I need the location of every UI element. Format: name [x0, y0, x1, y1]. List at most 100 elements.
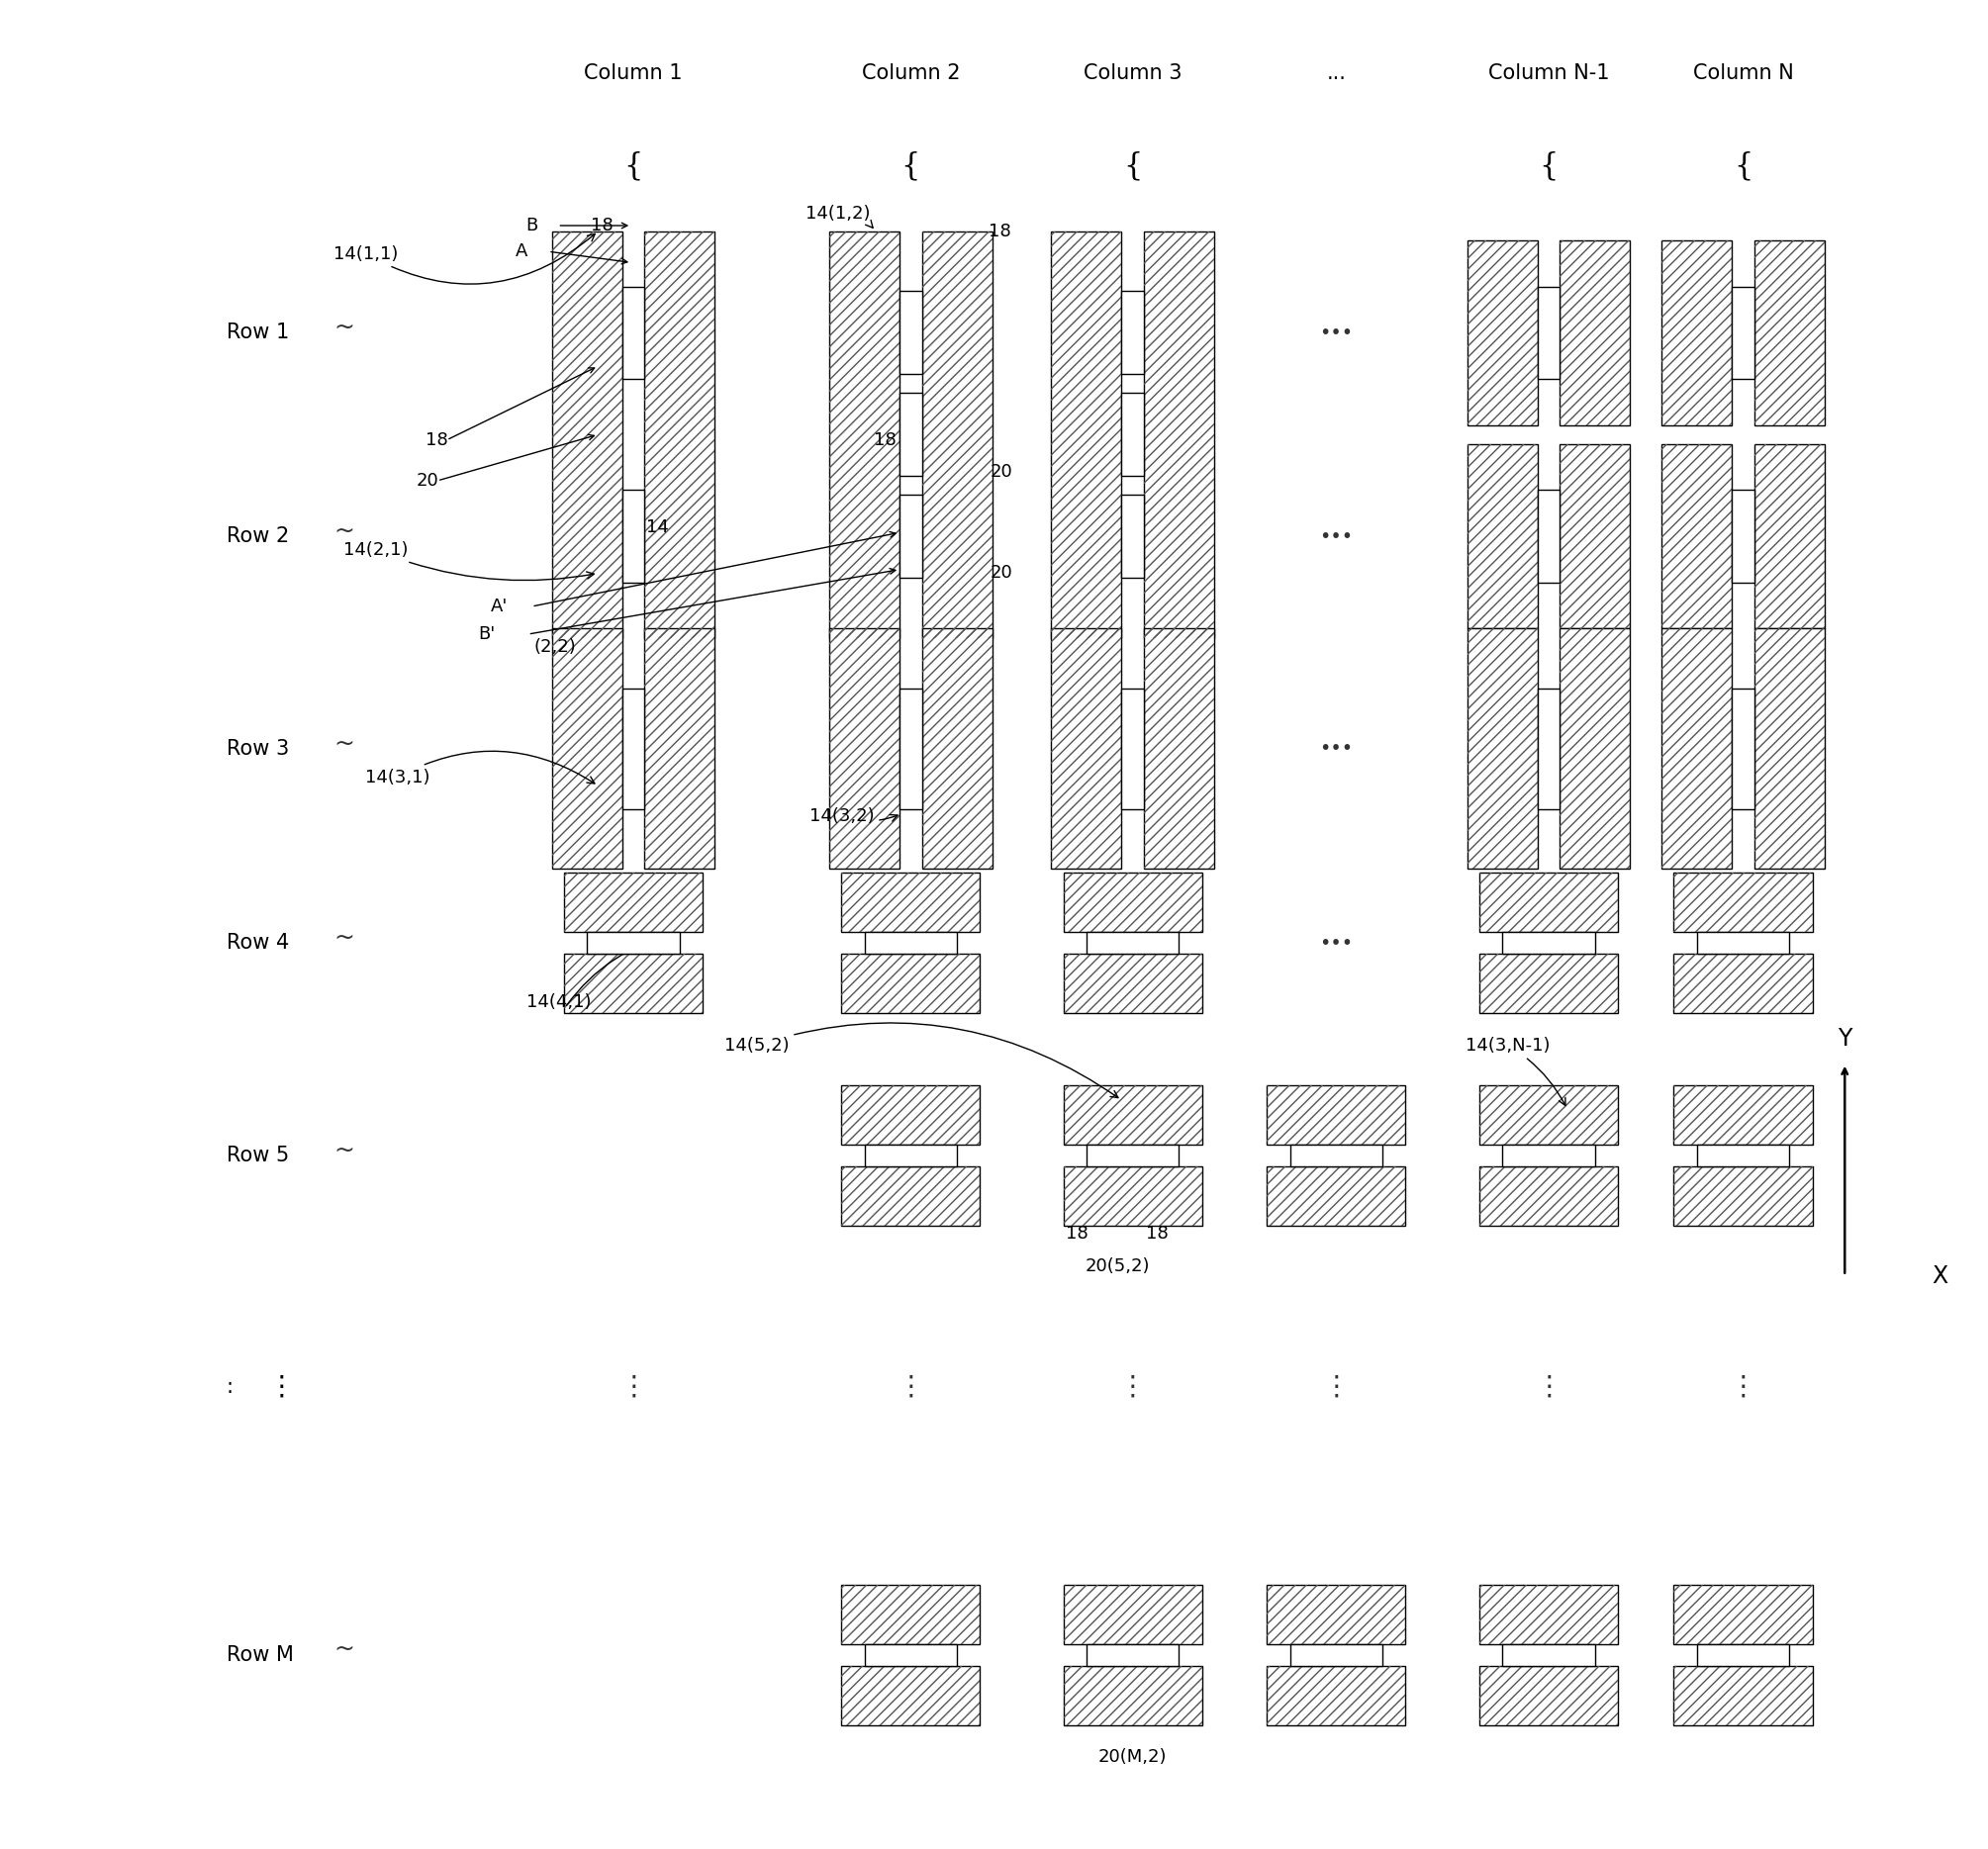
Text: 20: 20 — [990, 462, 1012, 481]
Bar — [1503, 1644, 1594, 1666]
Text: •••: ••• — [1320, 740, 1354, 758]
Bar — [1479, 954, 1618, 1013]
Bar — [1561, 240, 1630, 425]
Text: 18: 18 — [590, 216, 614, 235]
Bar — [1266, 1085, 1406, 1145]
Bar — [1674, 954, 1813, 1013]
Bar — [1266, 1085, 1406, 1145]
Bar — [644, 231, 716, 638]
Bar — [1467, 240, 1539, 425]
Bar — [1064, 954, 1203, 1013]
Text: ⋮: ⋮ — [897, 1374, 924, 1400]
Text: ⋮: ⋮ — [1119, 1374, 1147, 1400]
Bar — [1674, 954, 1813, 1013]
Bar — [829, 629, 901, 869]
Bar — [1662, 240, 1732, 425]
Bar — [1753, 444, 1825, 629]
Text: {: { — [901, 152, 920, 181]
Bar — [1732, 490, 1753, 582]
Text: Row 2: Row 2 — [227, 527, 288, 545]
Bar — [1698, 1145, 1789, 1167]
Bar — [553, 231, 622, 638]
Bar — [1732, 287, 1753, 379]
Text: 14(2,1): 14(2,1) — [344, 542, 594, 581]
Bar — [1266, 1167, 1406, 1226]
Bar — [1064, 954, 1203, 1013]
Bar — [1539, 287, 1561, 379]
Text: 20(M,2): 20(M,2) — [1097, 1747, 1167, 1766]
Text: {: { — [624, 152, 642, 181]
Bar — [865, 1145, 956, 1167]
Bar — [1662, 629, 1732, 869]
Bar — [922, 231, 992, 638]
Bar — [1479, 1167, 1618, 1226]
Bar — [1503, 932, 1594, 954]
Text: 14(5,2): 14(5,2) — [724, 1022, 1117, 1098]
Text: B: B — [527, 216, 539, 235]
Text: Column N: Column N — [1692, 63, 1793, 83]
Bar — [1064, 873, 1203, 932]
Bar — [1121, 394, 1143, 477]
Text: ⋮: ⋮ — [268, 1374, 296, 1400]
Bar — [865, 1644, 956, 1666]
Bar — [1266, 1666, 1406, 1725]
Bar — [553, 231, 622, 638]
Text: ~: ~ — [334, 1638, 354, 1660]
Bar — [1753, 240, 1825, 425]
Bar — [1121, 690, 1143, 810]
Text: (2,2): (2,2) — [533, 638, 577, 656]
Bar — [841, 873, 980, 932]
Bar — [1662, 444, 1732, 629]
Bar — [865, 932, 956, 954]
Text: ~: ~ — [334, 926, 354, 949]
Bar — [922, 629, 992, 869]
Bar — [1479, 1666, 1618, 1725]
Bar — [1561, 240, 1630, 425]
Text: Column 2: Column 2 — [861, 63, 960, 83]
Bar — [1662, 444, 1732, 629]
Bar — [1539, 690, 1561, 810]
Text: ~: ~ — [334, 1139, 354, 1161]
Bar — [1698, 932, 1789, 954]
Bar — [1087, 1145, 1179, 1167]
Bar — [1674, 1085, 1813, 1145]
Text: 18: 18 — [1066, 1224, 1089, 1243]
Bar — [553, 629, 622, 869]
Text: 18: 18 — [875, 431, 897, 449]
Text: Row 3: Row 3 — [227, 740, 288, 758]
Bar — [1503, 1145, 1594, 1167]
Bar — [1698, 1644, 1789, 1666]
Text: ...: ... — [1326, 63, 1346, 83]
Text: Column 1: Column 1 — [584, 63, 682, 83]
Text: 20: 20 — [990, 564, 1012, 582]
Text: •••: ••• — [1320, 1146, 1354, 1165]
Bar — [586, 932, 680, 954]
Bar — [829, 231, 901, 638]
Bar — [841, 1085, 980, 1145]
Bar — [1753, 240, 1825, 425]
Bar — [1121, 292, 1143, 375]
Bar — [1674, 873, 1813, 932]
Text: Row M: Row M — [227, 1646, 294, 1664]
Bar — [1561, 629, 1630, 869]
Bar — [1674, 1585, 1813, 1644]
Text: ~: ~ — [334, 316, 354, 338]
Bar — [1266, 1585, 1406, 1644]
Text: B': B' — [477, 625, 495, 643]
Text: 14(1,1): 14(1,1) — [334, 233, 594, 285]
Text: ~: ~ — [334, 732, 354, 754]
Bar — [829, 231, 901, 638]
Text: Row 4: Row 4 — [227, 934, 288, 952]
Bar — [841, 1085, 980, 1145]
Bar — [1479, 1085, 1618, 1145]
Bar — [1753, 629, 1825, 869]
Bar — [622, 690, 644, 810]
Bar — [1662, 240, 1732, 425]
Text: Column 3: Column 3 — [1083, 63, 1183, 83]
Text: 14(3,2): 14(3,2) — [809, 808, 897, 825]
Bar — [1052, 629, 1121, 869]
Text: ⋮: ⋮ — [1730, 1374, 1757, 1400]
Bar — [1064, 1085, 1203, 1145]
Bar — [565, 873, 702, 932]
Bar — [829, 629, 901, 869]
